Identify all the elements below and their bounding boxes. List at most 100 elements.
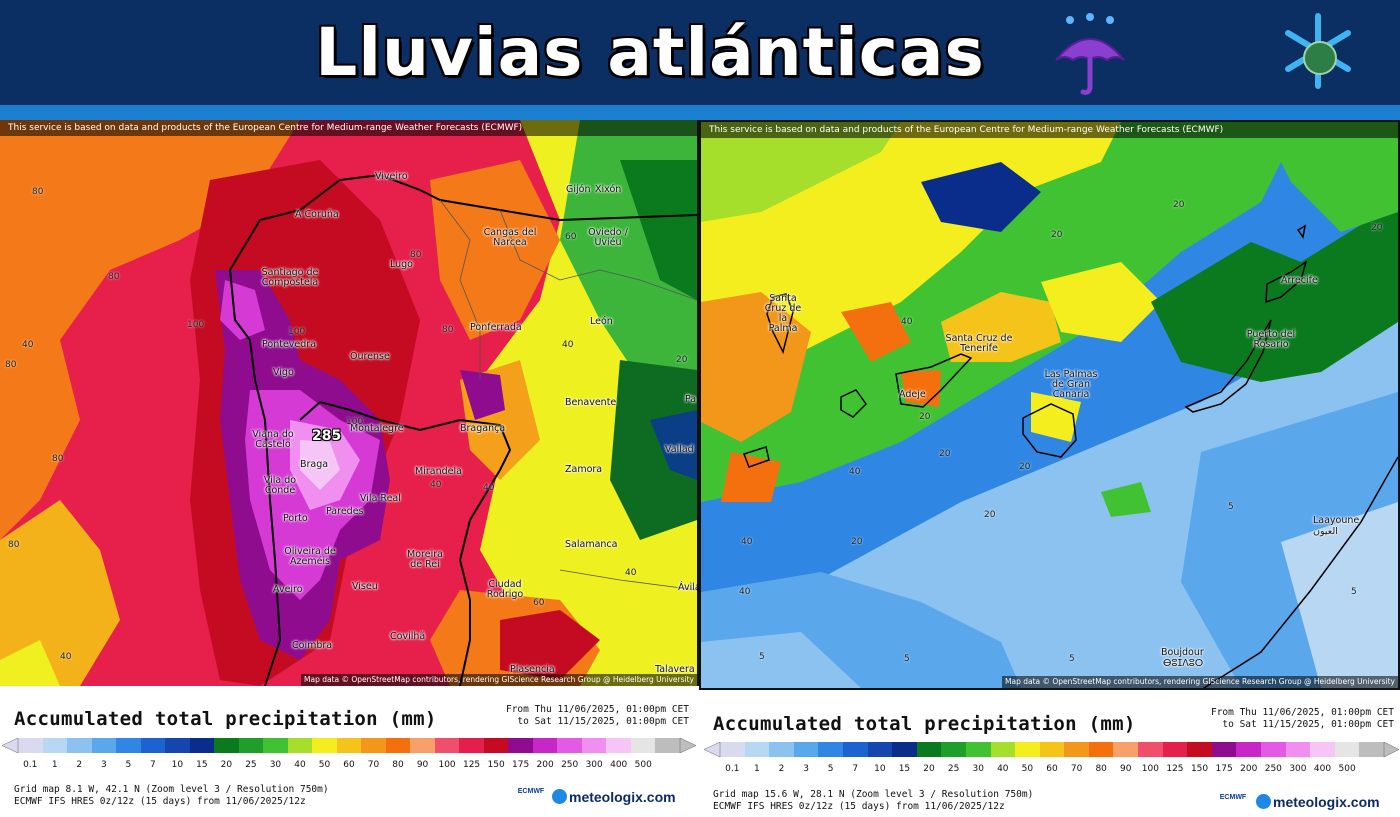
brand-link[interactable]: meteologix.com	[1256, 794, 1380, 810]
scale-tick-label: 15	[196, 760, 208, 770]
city-label: Viseu	[352, 581, 378, 592]
scale-tick-label: 60	[343, 760, 355, 770]
scale-swatch	[410, 738, 436, 753]
contour-label: 40	[430, 480, 442, 490]
scale-swatch	[630, 738, 656, 753]
scale-tick-label: 5	[827, 764, 834, 774]
scale-tick-label: 0.1	[725, 764, 740, 774]
scale-swatch	[312, 738, 338, 753]
contour-label: 60	[533, 598, 545, 608]
contour-label: 80	[5, 360, 17, 370]
scale-tick-label: 10	[171, 760, 184, 770]
scale-tick-label: 20	[220, 760, 233, 770]
scale-tick-label: 1	[51, 760, 58, 770]
scale-swatch	[965, 742, 991, 757]
city-label: Porto	[283, 513, 308, 524]
max-value-label: 285	[312, 428, 342, 444]
contour-label: 5	[1228, 502, 1234, 512]
city-label: Plasencia	[510, 664, 555, 675]
scale-swatch	[1261, 742, 1287, 757]
ecmwf-logo: ECMWF	[1219, 794, 1247, 801]
city-label: Benavente	[565, 397, 617, 408]
scale-swatch	[214, 738, 240, 753]
scale-swatch	[1310, 742, 1336, 757]
city-label: ⴱⵓⵊⴷⵓⵔ	[1163, 658, 1204, 669]
scale-swatch	[165, 738, 191, 753]
precip-map-iberia[interactable]: This service is based on data and produc…	[0, 120, 699, 686]
scale-swatch	[67, 738, 93, 753]
scale-tick-label: 7	[852, 764, 859, 774]
scale-swatch	[1064, 742, 1090, 757]
contour-label: 20	[1051, 230, 1063, 240]
scale-swatch	[508, 738, 534, 753]
city-label: Santa Cruz de Tenerife	[945, 333, 1013, 354]
scale-swatch	[483, 738, 509, 753]
city-label: Covilhã	[390, 631, 426, 642]
scale-swatch	[18, 738, 44, 753]
city-label: العيون	[1313, 526, 1338, 537]
scale-swatch	[91, 738, 117, 753]
scale-tick-label: 25	[245, 760, 257, 770]
scale-tick-label: 50	[1021, 764, 1034, 774]
contour-label: 40	[483, 483, 495, 493]
city-label: Xixón	[595, 184, 622, 195]
service-note: This service is based on data and produc…	[0, 120, 697, 136]
scale-tick-label: 125	[462, 760, 481, 770]
contour-label: 40	[739, 587, 751, 597]
scale-tick-label: 5	[125, 760, 132, 770]
scale-tick-label: 125	[1166, 764, 1184, 774]
scale-swatch	[1162, 742, 1188, 757]
contour-label: 5	[1069, 654, 1075, 664]
legend-title: Accumulated total precipitation (mm)	[14, 708, 437, 730]
grid-info: Grid map 8.1 W, 42.1 N (Zoom level 3 / R…	[14, 784, 329, 807]
city-label: Braga	[300, 459, 329, 470]
scale-tick-label: 40	[294, 760, 306, 770]
legend-left: Accumulated total precipitation (mm) Fro…	[0, 688, 699, 817]
city-label: A Coruña	[295, 209, 339, 220]
city-label: Paredes	[326, 506, 364, 517]
scale-swatch	[892, 742, 918, 757]
contour-label: 40	[849, 467, 861, 477]
scale-tick-label: 175	[1215, 764, 1233, 774]
brand-link[interactable]: meteologix.com	[552, 789, 676, 805]
city-label: Salamanca	[565, 539, 618, 550]
precip-map-canarias[interactable]: This service is based on data and produc…	[699, 120, 1400, 690]
legend-range: From Thu 11/06/2025, 01:00pm CET to Sat …	[505, 704, 689, 727]
city-label: Cangas del Narcea	[483, 227, 537, 248]
scale-swatch	[287, 738, 313, 753]
scale-swatch	[941, 742, 967, 757]
map-attribution[interactable]: Map data © OpenStreetMap contributors, r…	[301, 674, 697, 686]
scale-swatch	[916, 742, 942, 757]
city-label: Laayoune	[1313, 515, 1360, 526]
grid-info: Grid map 15.6 W, 28.1 N (Zoom level 3 / …	[713, 789, 1034, 812]
scale-tick-label: 175	[512, 760, 530, 770]
scale-tick-label: 300	[1289, 764, 1307, 774]
scale-swatch	[263, 738, 289, 753]
city-label: Moreira de Rei	[407, 549, 443, 570]
scale-swatch	[557, 738, 583, 753]
scale-tick-label: 90	[416, 760, 429, 770]
scale-swatch	[189, 738, 215, 753]
scale-tick-label: 50	[318, 760, 331, 770]
contour-label: 20	[1371, 223, 1383, 233]
city-label: Santa Cruz de la Palma	[764, 293, 802, 334]
scale-swatch	[361, 738, 387, 753]
contour-label: 40	[901, 317, 913, 327]
scale-swatch	[1113, 742, 1139, 757]
contour-label: 80	[442, 325, 454, 335]
scale-tick-label: 80	[1095, 764, 1107, 774]
contour-label: 40	[22, 340, 34, 350]
city-label: Oviedo / Uviéu	[588, 227, 628, 248]
scale-tick-label: 20	[923, 764, 935, 774]
scale-swatch	[1334, 742, 1360, 757]
scale-tick-label: 150	[487, 760, 505, 770]
city-label: Adeje	[899, 389, 926, 400]
scale-tick-label: 70	[1070, 764, 1083, 774]
map-attribution[interactable]: Map data © OpenStreetMap contributors, r…	[1002, 676, 1398, 688]
city-label: Oliveira de Azeméis	[284, 546, 336, 567]
scale-swatch	[990, 742, 1016, 757]
scale-tick-label: 100	[438, 760, 456, 770]
scale-swatch	[1285, 742, 1311, 757]
scale-swatch	[744, 742, 770, 757]
scale-tick-label: 90	[1120, 764, 1132, 774]
